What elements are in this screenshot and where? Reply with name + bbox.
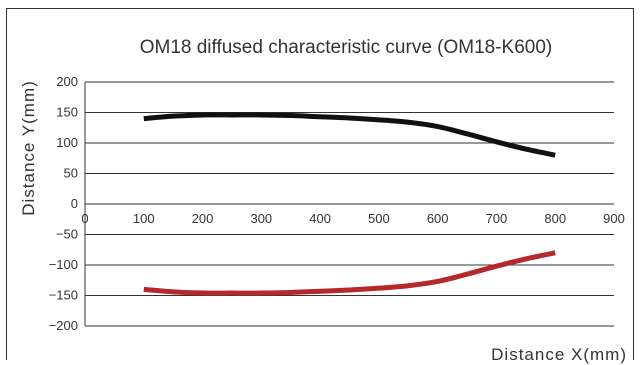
y-tick-label: 200 (56, 74, 78, 89)
x-tick-label: 300 (250, 211, 272, 226)
chart-frame (6, 8, 634, 360)
y-tick-label: 50 (64, 166, 78, 181)
x-tick-label: 900 (603, 211, 625, 226)
x-tick-labels: 0 100 200 300 400 500 600 700 800 900 (81, 211, 624, 226)
y-tick-labels: 200 150 100 50 0 −50 −100 −150 −200 (49, 74, 78, 333)
y-tick-label: 100 (56, 135, 78, 150)
grid-lines (84, 81, 614, 327)
y-tick-label: −50 (56, 227, 78, 242)
x-tick-label: 0 (81, 211, 88, 226)
lower-curve-line (143, 250, 556, 296)
x-tick-label: 700 (486, 211, 508, 226)
x-tick-label: 400 (309, 211, 331, 226)
x-axis-label: Distance X(mm) (491, 345, 627, 364)
x-tick-label: 200 (192, 211, 214, 226)
y-tick-label: −100 (49, 257, 78, 272)
y-tick-label: −200 (49, 318, 78, 333)
x-tick-label: 600 (427, 211, 449, 226)
upper-curve-line (143, 112, 556, 158)
x-tick-label: 100 (133, 211, 155, 226)
y-tick-label: 0 (71, 196, 78, 211)
series-lines (143, 112, 556, 296)
x-tick-label: 500 (368, 211, 390, 226)
chart-title: OM18 diffused characteristic curve (OM18… (140, 37, 553, 58)
y-tick-label: 150 (56, 105, 78, 120)
x-tick-label: 800 (544, 211, 566, 226)
y-axis-label: Distance Y(mm) (19, 80, 38, 216)
y-tick-label: −150 (49, 288, 78, 303)
